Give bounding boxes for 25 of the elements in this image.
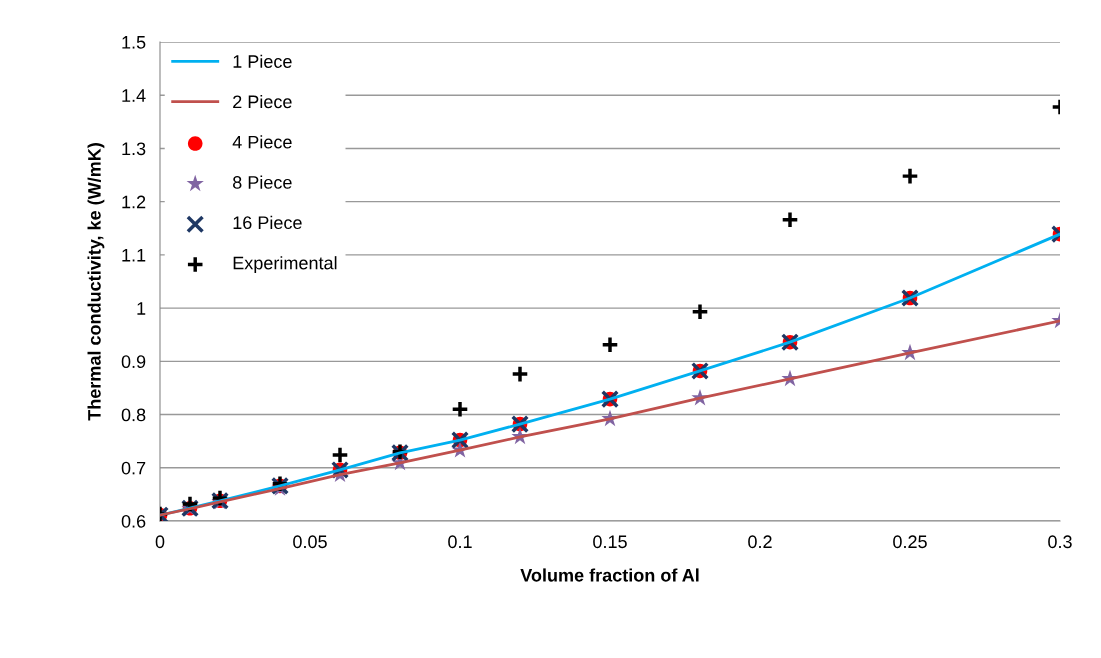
y-tick-label: 1.4 [122,89,146,102]
x-tick-label: 0.3 [1048,535,1072,549]
x-tick-label: 0.2 [748,535,772,549]
y-axis-title: Thermal conductivity, ke (W/mK) [87,143,105,421]
x-tick-label: 0.25 [893,535,927,549]
legend-label: 8 Piece [233,175,292,189]
legend-label: Experimental [233,256,337,273]
y-tick-label: 0.9 [121,355,146,369]
y-tick-label: 1.5 [122,36,146,49]
legend-label: 16 Piece [233,215,302,230]
x-tick-label: 0 [155,535,165,549]
y-tick-label: 1 [137,302,146,315]
x-axis-title: Volume fraction of Al [520,568,699,582]
legend-label: 4 Piece [232,135,292,149]
legend-label: 1 Piece [233,54,292,68]
y-tick-label: 1.1 [122,249,146,262]
y-tick-label: 0.7 [121,461,146,475]
y-tick-label: 1.3 [122,142,146,156]
x-tick-label: 0.05 [293,535,327,549]
y-tick-label: 1.2 [122,195,146,209]
y-tick-label: 0.8 [121,408,146,422]
x-tick-label: 0.1 [448,535,472,549]
x-tick-label: 0.15 [593,535,627,549]
y-tick-label: 0.6 [121,514,146,528]
legend-label: 2 Piece [233,94,292,109]
